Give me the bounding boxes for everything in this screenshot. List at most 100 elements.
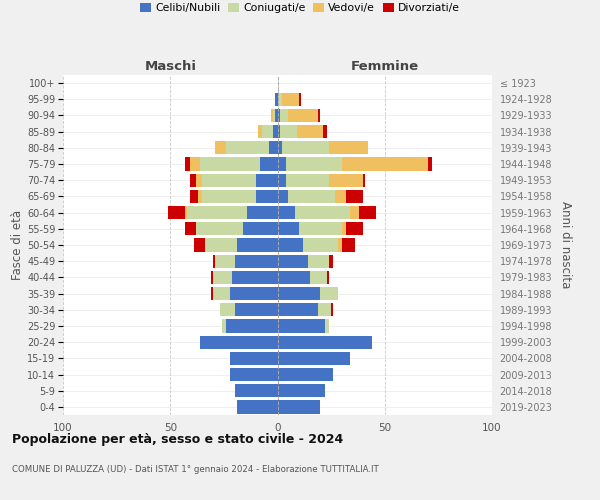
Bar: [277, 141, 282, 154]
Bar: [323, 125, 327, 138]
Bar: [185, 206, 187, 220]
Bar: [215, 254, 235, 268]
Bar: [320, 287, 338, 300]
Bar: [277, 158, 286, 170]
Bar: [277, 352, 350, 365]
Bar: [230, 368, 277, 381]
Bar: [187, 206, 247, 220]
Bar: [205, 238, 237, 252]
Bar: [185, 158, 190, 170]
Bar: [277, 254, 308, 268]
Bar: [256, 190, 277, 203]
Bar: [226, 141, 269, 154]
Bar: [277, 287, 320, 300]
Bar: [200, 158, 260, 170]
Text: Popolazione per età, sesso e stato civile - 2024: Popolazione per età, sesso e stato civil…: [12, 432, 343, 446]
Bar: [222, 320, 226, 332]
Bar: [211, 270, 213, 284]
Bar: [277, 270, 310, 284]
Bar: [428, 158, 432, 170]
Bar: [286, 158, 342, 170]
Bar: [277, 336, 372, 349]
Bar: [198, 190, 202, 203]
Bar: [211, 287, 213, 300]
Bar: [256, 174, 277, 187]
Bar: [215, 141, 226, 154]
Bar: [277, 384, 325, 398]
Bar: [277, 109, 280, 122]
Bar: [277, 92, 282, 106]
Bar: [329, 174, 364, 187]
Bar: [277, 320, 325, 332]
Bar: [342, 158, 428, 170]
Bar: [350, 206, 359, 220]
Bar: [295, 206, 350, 220]
Text: Maschi: Maschi: [144, 60, 196, 72]
Bar: [232, 270, 277, 284]
Bar: [235, 303, 277, 316]
Bar: [282, 141, 329, 154]
Bar: [271, 109, 273, 122]
Bar: [280, 125, 297, 138]
Bar: [286, 174, 329, 187]
Bar: [310, 270, 327, 284]
Bar: [230, 287, 277, 300]
Bar: [235, 254, 277, 268]
Bar: [280, 109, 288, 122]
Bar: [194, 238, 205, 252]
Bar: [282, 92, 299, 106]
Bar: [190, 174, 196, 187]
Bar: [196, 174, 202, 187]
Bar: [235, 384, 277, 398]
Text: COMUNE DI PALUZZA (UD) - Dati ISTAT 1° gennaio 2024 - Elaborazione TUTTITALIA.IT: COMUNE DI PALUZZA (UD) - Dati ISTAT 1° g…: [12, 465, 379, 474]
Bar: [258, 125, 262, 138]
Y-axis label: Fasce di età: Fasce di età: [11, 210, 24, 280]
Bar: [185, 222, 196, 235]
Bar: [168, 206, 185, 220]
Bar: [277, 368, 333, 381]
Bar: [318, 303, 331, 316]
Bar: [359, 206, 376, 220]
Bar: [288, 109, 318, 122]
Bar: [346, 222, 363, 235]
Bar: [277, 174, 286, 187]
Bar: [277, 400, 320, 413]
Bar: [230, 352, 277, 365]
Bar: [327, 270, 329, 284]
Text: Femmine: Femmine: [350, 60, 419, 72]
Bar: [342, 222, 346, 235]
Bar: [190, 190, 198, 203]
Bar: [243, 222, 277, 235]
Bar: [262, 125, 273, 138]
Y-axis label: Anni di nascita: Anni di nascita: [559, 202, 572, 288]
Bar: [247, 206, 277, 220]
Bar: [237, 238, 277, 252]
Bar: [277, 125, 280, 138]
Bar: [226, 320, 277, 332]
Bar: [331, 303, 333, 316]
Bar: [202, 190, 256, 203]
Bar: [335, 190, 346, 203]
Bar: [200, 336, 277, 349]
Bar: [299, 222, 342, 235]
Bar: [338, 238, 342, 252]
Bar: [277, 303, 318, 316]
Bar: [303, 238, 338, 252]
Bar: [297, 125, 323, 138]
Bar: [308, 254, 329, 268]
Bar: [275, 92, 277, 106]
Bar: [237, 400, 277, 413]
Bar: [342, 238, 355, 252]
Bar: [202, 174, 256, 187]
Bar: [269, 141, 277, 154]
Bar: [213, 254, 215, 268]
Bar: [260, 158, 277, 170]
Legend: Celibi/Nubili, Coniugati/e, Vedovi/e, Divorziati/e: Celibi/Nubili, Coniugati/e, Vedovi/e, Di…: [138, 0, 462, 15]
Bar: [329, 254, 333, 268]
Bar: [220, 303, 235, 316]
Bar: [288, 190, 335, 203]
Bar: [277, 238, 303, 252]
Bar: [196, 222, 243, 235]
Bar: [363, 174, 365, 187]
Bar: [329, 141, 368, 154]
